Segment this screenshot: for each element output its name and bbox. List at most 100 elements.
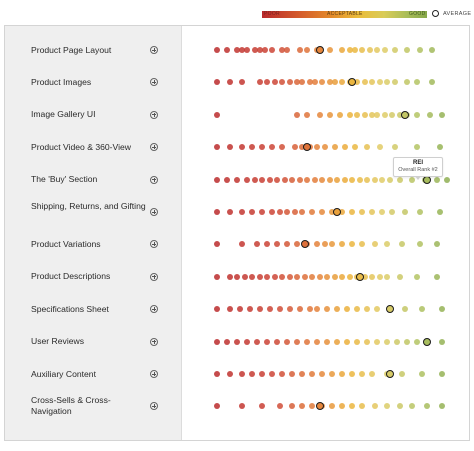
site-score-dot[interactable]	[236, 306, 243, 313]
site-score-dot[interactable]	[391, 79, 398, 86]
site-score-dot[interactable]	[356, 176, 363, 183]
site-score-dot[interactable]	[286, 79, 293, 86]
site-score-dot[interactable]	[309, 403, 315, 410]
site-score-dot[interactable]	[314, 338, 320, 345]
site-score-dot[interactable]	[301, 273, 308, 280]
site-score-dot[interactable]	[254, 338, 260, 345]
site-score-dot[interactable]	[416, 241, 423, 248]
site-score-dot[interactable]	[254, 241, 260, 248]
site-score-dot[interactable]	[299, 209, 305, 215]
site-score-dot[interactable]	[374, 306, 380, 313]
site-score-dot[interactable]	[414, 144, 420, 151]
site-score-dot[interactable]	[426, 111, 433, 118]
site-score-dot[interactable]	[256, 79, 263, 86]
site-score-dot[interactable]	[291, 144, 298, 151]
expand-category-button[interactable]	[150, 240, 158, 249]
site-score-dot[interactable]	[289, 403, 295, 410]
site-score-dot[interactable]	[331, 144, 338, 151]
site-score-dot[interactable]	[344, 338, 350, 345]
site-score-dot[interactable]	[396, 403, 403, 410]
site-score-dot[interactable]	[359, 241, 365, 248]
site-score-dot[interactable]	[401, 306, 408, 313]
site-score-dot[interactable]	[309, 371, 315, 377]
site-score-dot[interactable]	[239, 144, 245, 151]
site-score-dot[interactable]	[359, 403, 365, 410]
site-score-dot[interactable]	[369, 371, 375, 377]
site-score-dot[interactable]	[244, 47, 250, 53]
site-score-dot[interactable]	[414, 111, 420, 118]
site-score-dot[interactable]	[346, 273, 353, 280]
site-score-dot[interactable]	[349, 209, 355, 215]
site-score-dot[interactable]	[324, 273, 330, 280]
site-score-dot[interactable]	[364, 176, 370, 183]
site-score-dot[interactable]	[379, 176, 385, 183]
site-score-dot[interactable]	[414, 79, 420, 86]
site-score-dot[interactable]	[249, 371, 255, 377]
site-score-dot[interactable]	[239, 209, 245, 215]
site-score-dot[interactable]	[359, 47, 365, 53]
site-score-dot[interactable]	[374, 47, 380, 53]
site-score-dot[interactable]	[269, 209, 275, 215]
site-score-dot[interactable]	[214, 79, 220, 86]
expand-category-button[interactable]	[150, 208, 158, 216]
site-score-dot[interactable]	[371, 176, 378, 183]
site-score-dot[interactable]	[299, 79, 305, 86]
site-score-dot[interactable]	[304, 338, 310, 345]
site-score-dot[interactable]	[349, 371, 355, 377]
site-score-dot[interactable]	[361, 273, 368, 280]
expand-category-button[interactable]	[150, 402, 158, 411]
site-score-dot[interactable]	[309, 209, 315, 215]
expand-category-button[interactable]	[150, 78, 158, 87]
site-score-dot[interactable]	[351, 144, 358, 151]
site-score-dot[interactable]	[294, 111, 300, 118]
site-score-dot[interactable]	[266, 306, 273, 313]
site-score-dot[interactable]	[354, 111, 360, 118]
site-score-dot[interactable]	[249, 273, 255, 280]
site-score-dot[interactable]	[241, 273, 248, 280]
site-score-dot[interactable]	[259, 209, 265, 215]
site-score-dot[interactable]	[324, 306, 330, 313]
site-score-dot[interactable]	[389, 209, 395, 215]
site-score-dot[interactable]	[309, 273, 315, 280]
site-score-dot[interactable]	[299, 371, 305, 377]
site-score-dot[interactable]	[424, 403, 430, 410]
site-score-dot[interactable]	[214, 306, 220, 313]
site-score-dot[interactable]	[429, 79, 435, 86]
site-score-dot[interactable]	[239, 79, 245, 86]
site-score-dot[interactable]	[239, 403, 245, 410]
site-score-dot[interactable]	[269, 371, 275, 377]
site-score-dot[interactable]	[376, 79, 383, 86]
site-score-dot[interactable]	[326, 176, 333, 183]
site-score-dot[interactable]	[294, 241, 300, 248]
site-score-dot[interactable]	[269, 47, 275, 53]
site-score-dot[interactable]	[226, 273, 233, 280]
site-score-dot[interactable]	[289, 371, 295, 377]
site-score-dot[interactable]	[354, 79, 360, 86]
site-score-dot[interactable]	[296, 47, 303, 53]
site-score-dot[interactable]	[299, 403, 305, 410]
site-score-dot[interactable]	[244, 338, 250, 345]
site-score-dot[interactable]	[434, 176, 440, 183]
site-score-dot[interactable]	[339, 273, 345, 280]
site-score-dot[interactable]	[419, 371, 425, 377]
site-score-dot[interactable]	[369, 273, 375, 280]
site-score-dot[interactable]	[376, 144, 383, 151]
site-score-dot[interactable]	[329, 371, 335, 377]
site-score-dot[interactable]	[351, 47, 358, 53]
site-score-dot[interactable]	[419, 306, 425, 313]
site-score-dot[interactable]	[246, 306, 253, 313]
site-score-dot[interactable]	[281, 176, 288, 183]
site-score-dot[interactable]	[319, 209, 325, 215]
site-score-dot[interactable]	[366, 47, 373, 53]
site-score-dot[interactable]	[384, 79, 390, 86]
site-score-dot[interactable]	[271, 273, 278, 280]
site-score-dot[interactable]	[439, 403, 445, 410]
site-score-dot[interactable]	[251, 47, 258, 53]
site-score-dot[interactable]	[274, 338, 280, 345]
site-score-dot[interactable]	[264, 338, 270, 345]
site-score-dot[interactable]	[271, 79, 278, 86]
site-score-dot[interactable]	[439, 338, 445, 345]
site-score-dot[interactable]	[359, 209, 365, 215]
site-score-dot[interactable]	[404, 338, 410, 345]
site-score-dot[interactable]	[279, 79, 285, 86]
